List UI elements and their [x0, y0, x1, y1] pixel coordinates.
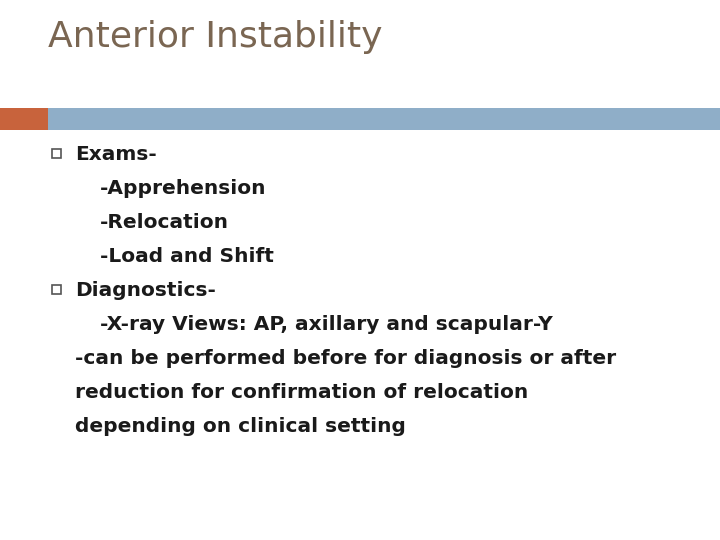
Text: -can be performed before for diagnosis or after: -can be performed before for diagnosis o…: [75, 349, 616, 368]
Bar: [48, 108, 720, 130]
Bar: [52, 149, 61, 158]
Text: -X-ray Views: AP, axillary and scapular-Y: -X-ray Views: AP, axillary and scapular-…: [100, 315, 553, 334]
Text: Diagnostics-: Diagnostics-: [75, 281, 216, 300]
Text: depending on clinical setting: depending on clinical setting: [75, 417, 406, 436]
Text: -Load and Shift: -Load and Shift: [100, 247, 274, 266]
Text: Exams-: Exams-: [75, 145, 157, 164]
Text: reduction for confirmation of relocation: reduction for confirmation of relocation: [75, 383, 528, 402]
Bar: [52, 285, 61, 294]
Text: -Apprehension: -Apprehension: [100, 179, 266, 198]
Text: -Relocation: -Relocation: [100, 213, 229, 232]
Text: Anterior Instability: Anterior Instability: [48, 20, 382, 54]
Bar: [0, 108, 48, 130]
